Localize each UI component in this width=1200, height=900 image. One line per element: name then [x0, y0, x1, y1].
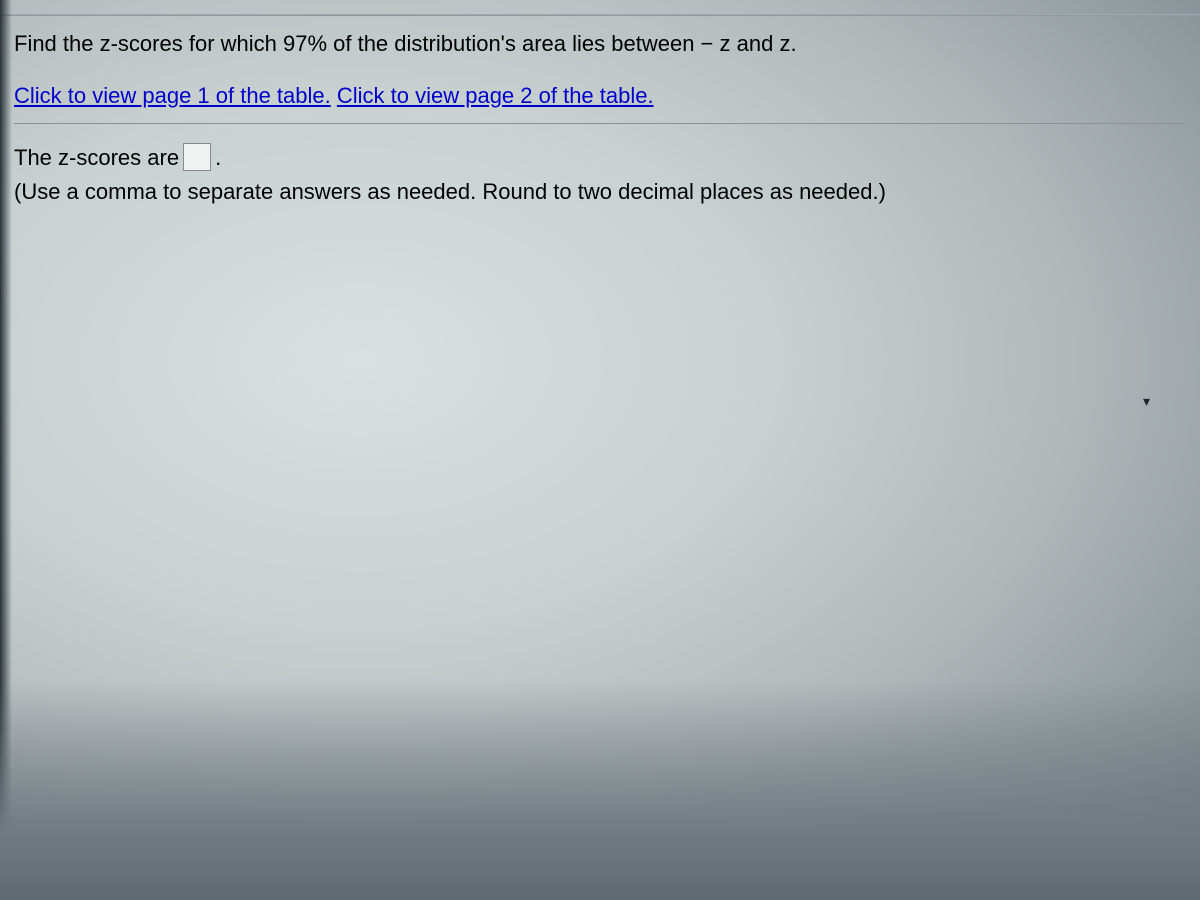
- question-content: Find the z-scores for which 97% of the d…: [0, 0, 1200, 205]
- z-score-input[interactable]: [183, 143, 211, 171]
- section-divider: [14, 123, 1186, 124]
- answer-row: The z-scores are .: [14, 138, 1186, 178]
- left-edge-shadow: [0, 0, 12, 900]
- answer-prefix: The z-scores are: [14, 138, 179, 178]
- minus-sign: −: [701, 31, 720, 56]
- answer-instruction: (Use a comma to separate answers as need…: [14, 179, 1186, 205]
- table-page-2-link[interactable]: Click to view page 2 of the table.: [337, 83, 654, 108]
- top-divider: [0, 14, 1200, 16]
- caret-mark: ▾: [1143, 393, 1150, 410]
- table-links: Click to view page 1 of the table. Click…: [14, 83, 1186, 109]
- prompt-text-suffix: z and z.: [720, 31, 797, 56]
- bottom-fade: [0, 680, 1200, 900]
- prompt-text-prefix: Find the z-scores for which 97% of the d…: [14, 31, 701, 56]
- question-prompt: Find the z-scores for which 97% of the d…: [14, 30, 1186, 59]
- answer-suffix: .: [215, 138, 221, 178]
- table-page-1-link[interactable]: Click to view page 1 of the table.: [14, 83, 331, 108]
